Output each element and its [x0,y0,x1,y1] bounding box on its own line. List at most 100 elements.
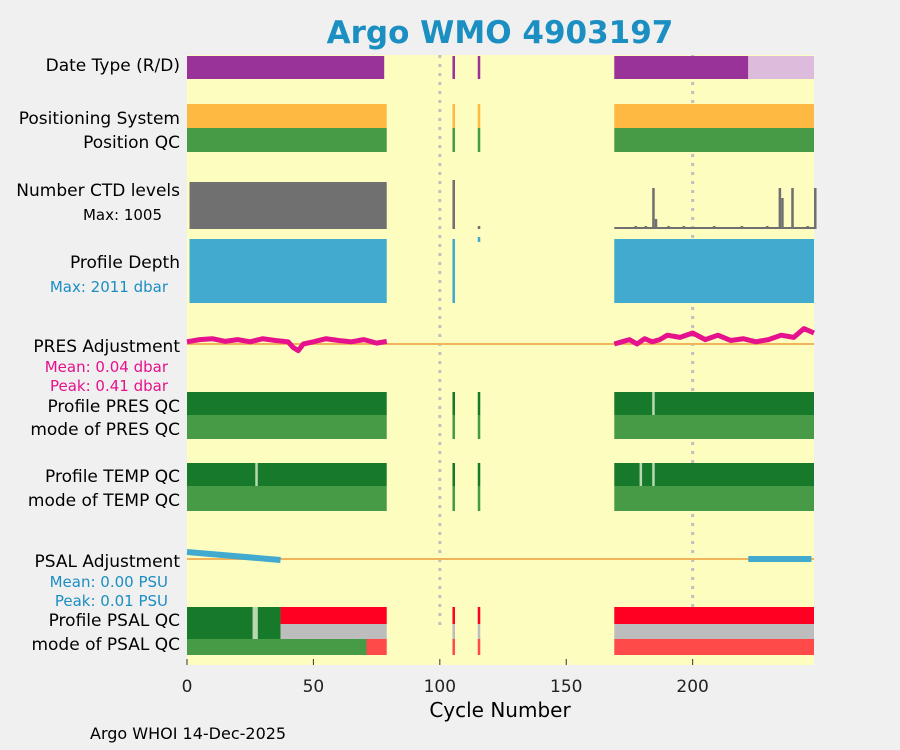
ctd-levels-bar-115 [477,226,481,229]
positioning-bar-3 [614,104,814,128]
profile-pres-qc-label: Profile PRES QC [47,397,180,417]
psal-flag-bar-3 [280,607,387,624]
psal-flag-bar-4 [452,607,455,624]
ctd-levels-row [189,180,817,229]
pres-adjustment-trace-1 [613,326,815,347]
profile-temp-qc-label: Profile TEMP QC [45,467,180,487]
mode-pres-qc-bar-1 [452,415,455,439]
profile-pres-qc-flag-184 [652,392,655,415]
positioning-system-label: Positioning System [19,109,180,129]
psal-adjustment-mean: Mean: 0.00 PSU [50,573,168,591]
mode-pres-qc-bar-2 [477,415,481,439]
profile-depth-block-2 [614,239,814,303]
positioning-bar-0 [187,104,387,128]
mode-temp-qc-bar-0 [187,486,387,511]
profile-depth-max: Max: 2011 dbar [50,278,169,296]
ctd-levels-block [189,182,387,229]
pres-adjustment-label: PRES Adjustment [33,337,180,357]
mode-pres-qc-row [187,415,814,439]
ctd-level-bar-10 [781,198,784,229]
mode-temp-qc-bar-1 [452,486,455,511]
pres-adjustment-mean: Mean: 0.04 dbar [45,358,169,376]
profile-temp-qc-bar-2 [477,463,481,486]
ctd-levels-baseline [614,227,814,229]
date-type-bar-4 [748,56,814,79]
psal-flag-lower-2 [257,624,281,639]
mode-psal-qc-label: mode of PSAL QC [31,635,180,655]
position-qc-bar-1 [452,128,455,152]
psal-flag-bar-2 [257,607,281,624]
mode-psal-qc-row [187,639,814,655]
x-tick-label-50: 50 [303,677,325,697]
chart-title: Argo WMO 4903197 [327,15,674,51]
positioning-system-row [187,104,814,128]
mode-temp-qc-row [187,486,814,511]
date-type-bar-1 [452,56,455,79]
profile-temp-qc-flag-27 [255,463,258,486]
psal-flag-bar-6 [614,607,814,624]
profile-pres-qc-bar-0 [187,392,387,415]
psal-adjustment-row [186,549,814,563]
pres-adjustment-peak: Peak: 0.41 dbar [50,377,169,395]
positioning-bar-2 [477,104,481,128]
profile-depth-row [189,237,814,303]
ctd-level-bar-11 [791,188,794,229]
date-type-bar-2 [477,56,481,79]
ctd-level-bar-2 [652,188,655,229]
profile-pres-qc-row [187,392,814,415]
psal-flag-lower-0 [187,624,253,639]
ctd-levels-max: Max: 1005 [83,206,162,224]
profile-psal-qc-label: Profile PSAL QC [49,611,180,631]
profile-temp-qc-row [187,463,814,486]
date-type-label: Date Type (R/D) [46,56,180,76]
plot-background [187,55,814,665]
profile-temp-qc-flag-184 [652,463,655,486]
x-tick-label-150: 150 [550,677,582,697]
pres-adjustment-trace-0 [186,336,388,354]
profile-pres-qc-bar-2 [477,392,481,415]
x-axis-label: Cycle Number [429,698,571,722]
x-axis: 0 50 100 150 200 [182,659,709,697]
mode-temp-qc-label: mode of TEMP QC [28,491,180,511]
ctd-levels-label: Number CTD levels [16,181,180,201]
psal-flag-bar-1 [252,607,258,624]
mode-temp-qc-bar-3 [614,486,814,511]
positioning-bar-1 [452,104,455,128]
ctd-level-bar-13 [814,188,817,229]
mode-pres-qc-bar-3 [614,415,814,439]
psal-flag-bar-0 [187,607,253,624]
profile-depth-bar-105 [452,239,455,303]
psal-flag-gray-3 [280,624,387,639]
ctd-level-bar-3 [654,219,658,229]
position-qc-row [187,128,814,152]
mode-pres-qc-bar-0 [187,415,387,439]
position-qc-label: Position QC [83,133,180,153]
plot-area [187,55,814,665]
profile-temp-qc-bar-0 [187,463,387,486]
profile-temp-qc-flag-179 [639,463,643,486]
psal-mode-bar-3 [477,639,481,655]
profile-depth-label: Profile Depth [70,253,180,273]
psal-flag-gray-5 [477,624,481,639]
x-tick-label-100: 100 [424,677,456,697]
psal-flag-gray-4 [452,624,455,639]
psal-mode-bar-0 [187,639,367,655]
profile-depth-bar-115 [477,237,481,242]
ctd-level-bar-9 [778,188,782,229]
ctd-levels-bar-105 [452,180,455,229]
profile-pres-qc-bar-3 [614,392,814,415]
psal-adjustment-peak: Peak: 0.01 PSU [55,592,168,610]
mode-temp-qc-bar-2 [477,486,481,511]
psal-mode-bar-4 [614,639,814,655]
psal-mode-bar-2 [452,639,455,655]
psal-flag-bar-5 [477,607,481,624]
psal-adjustment-trace-0 [186,549,281,563]
footer-credit: Argo WHOI 14-Dec-2025 [90,724,287,743]
profile-depth-block [189,239,387,303]
date-type-bar-3 [614,56,749,79]
position-qc-bar-0 [187,128,387,152]
x-tick-label-200: 200 [676,677,708,697]
x-tick-label-0: 0 [182,677,193,697]
row-labels: Date Type (R/D) Positioning System Positio… [16,56,180,655]
